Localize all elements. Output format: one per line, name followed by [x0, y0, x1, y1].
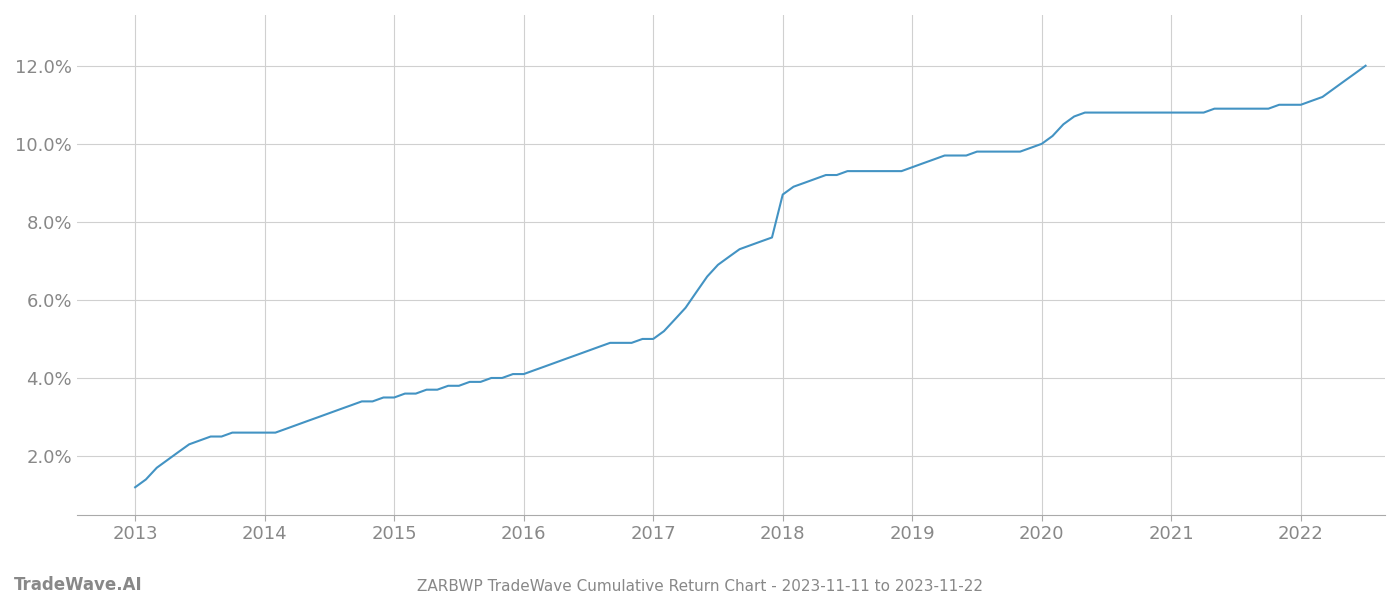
Text: ZARBWP TradeWave Cumulative Return Chart - 2023-11-11 to 2023-11-22: ZARBWP TradeWave Cumulative Return Chart…	[417, 579, 983, 594]
Text: TradeWave.AI: TradeWave.AI	[14, 576, 143, 594]
